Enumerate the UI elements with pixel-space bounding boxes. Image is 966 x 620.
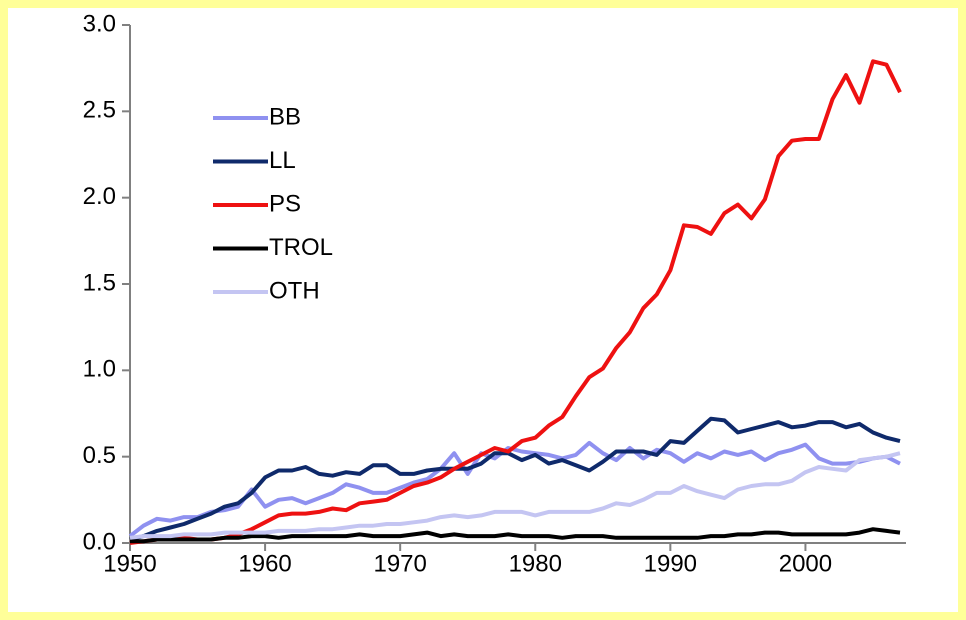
chart-area (8, 8, 958, 612)
legend-label: BB (269, 103, 301, 130)
x-tick-label: 1960 (238, 550, 291, 577)
legend-label: PS (269, 190, 301, 217)
y-tick-label: 2.0 (83, 183, 116, 210)
x-tick-label: 1980 (509, 550, 562, 577)
legend-label: OTH (269, 277, 320, 304)
y-tick-label: 3.0 (83, 10, 116, 37)
series-line (129, 451, 901, 540)
series-line (130, 527, 901, 544)
series-line (129, 416, 901, 542)
y-tick-label: 1.5 (83, 269, 116, 296)
y-tick-label: 2.5 (83, 97, 116, 124)
x-tick-label: 1950 (103, 550, 156, 577)
legend-label: LL (269, 147, 296, 174)
series-line (129, 59, 902, 545)
series-line (128, 440, 901, 538)
legend-label: TROL (269, 234, 333, 261)
y-tick-label: 0.0 (83, 528, 116, 555)
x-tick-label: 1970 (373, 550, 426, 577)
y-tick-label: 0.5 (83, 442, 116, 469)
x-tick-label: 1990 (644, 550, 697, 577)
x-tick-label: 2000 (779, 550, 832, 577)
y-tick-label: 1.0 (83, 356, 116, 383)
